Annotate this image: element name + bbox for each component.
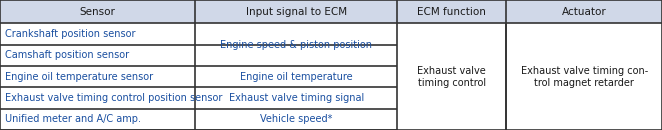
Text: Exhaust valve timing signal: Exhaust valve timing signal — [228, 93, 364, 103]
Text: Input signal to ECM: Input signal to ECM — [246, 7, 347, 17]
Text: Sensor: Sensor — [79, 7, 116, 17]
Text: Vehicle speed*: Vehicle speed* — [260, 114, 332, 124]
Text: Unified meter and A/C amp.: Unified meter and A/C amp. — [5, 114, 141, 124]
Text: Crankshaft position sensor: Crankshaft position sensor — [5, 29, 136, 39]
Text: Exhaust valve timing con-
trol magnet retarder: Exhaust valve timing con- trol magnet re… — [520, 66, 648, 87]
Text: Exhaust valve timing control position sensor: Exhaust valve timing control position se… — [5, 93, 222, 103]
Text: Camshaft position sensor: Camshaft position sensor — [5, 50, 129, 60]
Text: Engine oil temperature: Engine oil temperature — [240, 72, 353, 82]
Text: Engine speed & piston position: Engine speed & piston position — [220, 40, 372, 50]
Text: Actuator: Actuator — [562, 7, 606, 17]
Text: ECM function: ECM function — [417, 7, 487, 17]
Text: Engine oil temperature sensor: Engine oil temperature sensor — [5, 72, 154, 82]
Bar — [0, 0, 662, 23]
Text: Exhaust valve
timing control: Exhaust valve timing control — [418, 66, 486, 87]
